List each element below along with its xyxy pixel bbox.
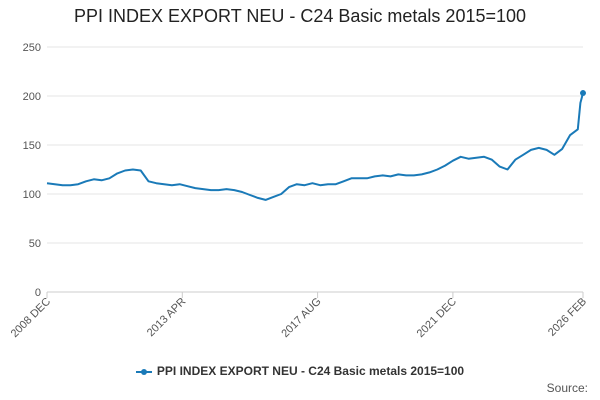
x-tick-label: 2013 APR (145, 296, 189, 340)
x-tick-label: 2026 FEB (546, 296, 589, 339)
series-line[interactable] (46, 92, 584, 201)
legend[interactable]: PPI INDEX EXPORT NEU - C24 Basic metals … (0, 364, 600, 378)
x-tick-label: 2017 AUG (279, 296, 323, 340)
x-tick-label: 2021 DEC (415, 296, 459, 340)
series-end-point[interactable] (580, 90, 586, 97)
chart-title: PPI INDEX EXPORT NEU - C24 Basic metals … (73, 6, 527, 26)
y-tick-label: 150 (23, 140, 41, 152)
y-tick-label: 200 (23, 91, 41, 103)
x-tick-label: 2008 DEC (9, 296, 53, 340)
y-tick-label: 0 (35, 287, 41, 299)
y-tick-label: 50 (29, 238, 41, 250)
legend-swatch-icon (135, 368, 152, 375)
y-tick-label: 100 (23, 189, 41, 201)
legend-label: PPI INDEX EXPORT NEU - C24 Basic metals … (156, 364, 465, 378)
y-tick-label: 250 (23, 42, 41, 54)
source-label: Source: (546, 381, 588, 395)
